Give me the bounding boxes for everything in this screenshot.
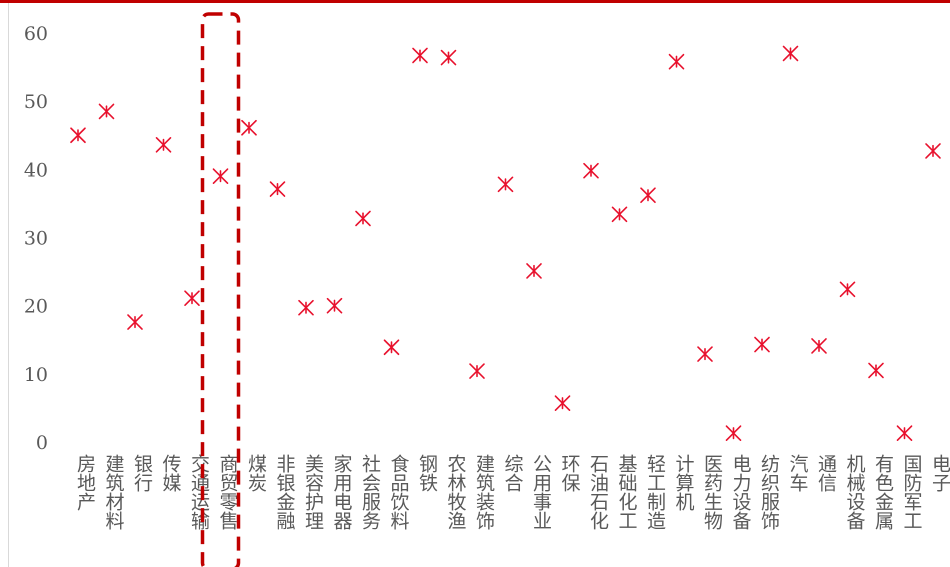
x-tick-label: 石油石化 [587, 454, 609, 530]
x-tick-label: 建筑装饰 [473, 454, 495, 530]
x-axis: 房地产 建筑材料 银行 传媒 交通运输 商贸零售 煤炭 非银金融 美容护理 家用电器 社会服务 食品饮… [74, 454, 950, 531]
x-tick-label: 汽车 [787, 454, 809, 492]
data-point [298, 299, 314, 316]
x-tick-label: 电子 [929, 454, 950, 492]
left-border-line [8, 3, 9, 567]
data-point [155, 136, 172, 153]
data-points [70, 45, 941, 441]
y-axis: 0 10 20 30 40 50 60 [24, 23, 48, 454]
data-point [412, 47, 428, 64]
x-tick-label: 商贸零售 [217, 454, 239, 530]
y-tick-label: 60 [24, 23, 48, 45]
data-point [184, 290, 200, 306]
highlight-rect [200, 12, 241, 567]
x-tick-label: 综合 [502, 454, 524, 492]
x-tick-label: 公用事业 [530, 454, 552, 530]
data-point [554, 395, 571, 411]
x-tick-label: 基础化工 [616, 454, 638, 530]
y-tick-label: 20 [24, 296, 48, 318]
x-tick-label: 纺织服饰 [758, 454, 780, 530]
x-tick-label: 轻工制造 [644, 454, 666, 530]
data-point [469, 363, 485, 379]
data-point [241, 119, 257, 136]
x-tick-label: 美容护理 [302, 454, 324, 530]
y-tick-label: 40 [24, 159, 48, 181]
data-point [212, 168, 229, 184]
x-tick-label: 社会服务 [359, 454, 381, 530]
x-tick-label: 国防军工 [901, 454, 923, 530]
x-tick-label: 建筑材料 [103, 454, 125, 530]
x-tick-label: 传媒 [160, 454, 182, 492]
x-tick-label: 房地产 [74, 454, 96, 511]
data-point [326, 297, 343, 314]
x-tick-label: 煤炭 [245, 454, 267, 492]
y-tick-label: 0 [36, 432, 48, 454]
y-tick-label: 10 [24, 364, 48, 386]
data-point [925, 143, 941, 159]
x-tick-label: 机械设备 [844, 454, 866, 530]
x-tick-label: 钢铁 [416, 454, 438, 492]
data-point [697, 346, 713, 362]
x-tick-label: 家用电器 [331, 454, 353, 530]
data-point [440, 49, 457, 66]
x-tick-label: 计算机 [673, 454, 695, 511]
data-point [896, 425, 913, 441]
x-tick-label: 有色金属 [872, 454, 894, 531]
x-tick-label: 食品饮料 [388, 454, 410, 530]
y-tick-label: 30 [24, 228, 48, 250]
x-tick-label: 医药生物 [701, 454, 723, 530]
data-point [611, 206, 628, 223]
data-point [583, 162, 599, 179]
data-point [70, 127, 86, 144]
x-tick-label: 电力设备 [730, 454, 752, 530]
data-point [355, 210, 371, 227]
x-tick-label: 通信 [815, 454, 837, 492]
highlight-box [200, 12, 241, 567]
data-point [811, 338, 827, 354]
data-point [640, 187, 656, 204]
x-tick-label: 交通运输 [188, 454, 210, 530]
x-tick-label: 非银金融 [274, 454, 296, 530]
y-tick-label: 50 [24, 91, 48, 113]
x-tick-label: 农林牧渔 [445, 454, 467, 530]
data-point [497, 176, 514, 193]
data-point [127, 314, 143, 330]
data-point [754, 336, 770, 353]
x-tick-label: 环保 [559, 454, 581, 492]
data-point [526, 263, 542, 279]
data-point [269, 181, 286, 197]
x-tick-label: 银行 [131, 454, 153, 492]
data-point [839, 281, 856, 298]
data-point [668, 53, 685, 70]
data-point [782, 45, 799, 62]
top-accent-bar [0, 0, 950, 3]
data-point [98, 103, 115, 120]
data-point [868, 362, 884, 379]
data-point [725, 425, 742, 441]
data-point [383, 339, 400, 356]
